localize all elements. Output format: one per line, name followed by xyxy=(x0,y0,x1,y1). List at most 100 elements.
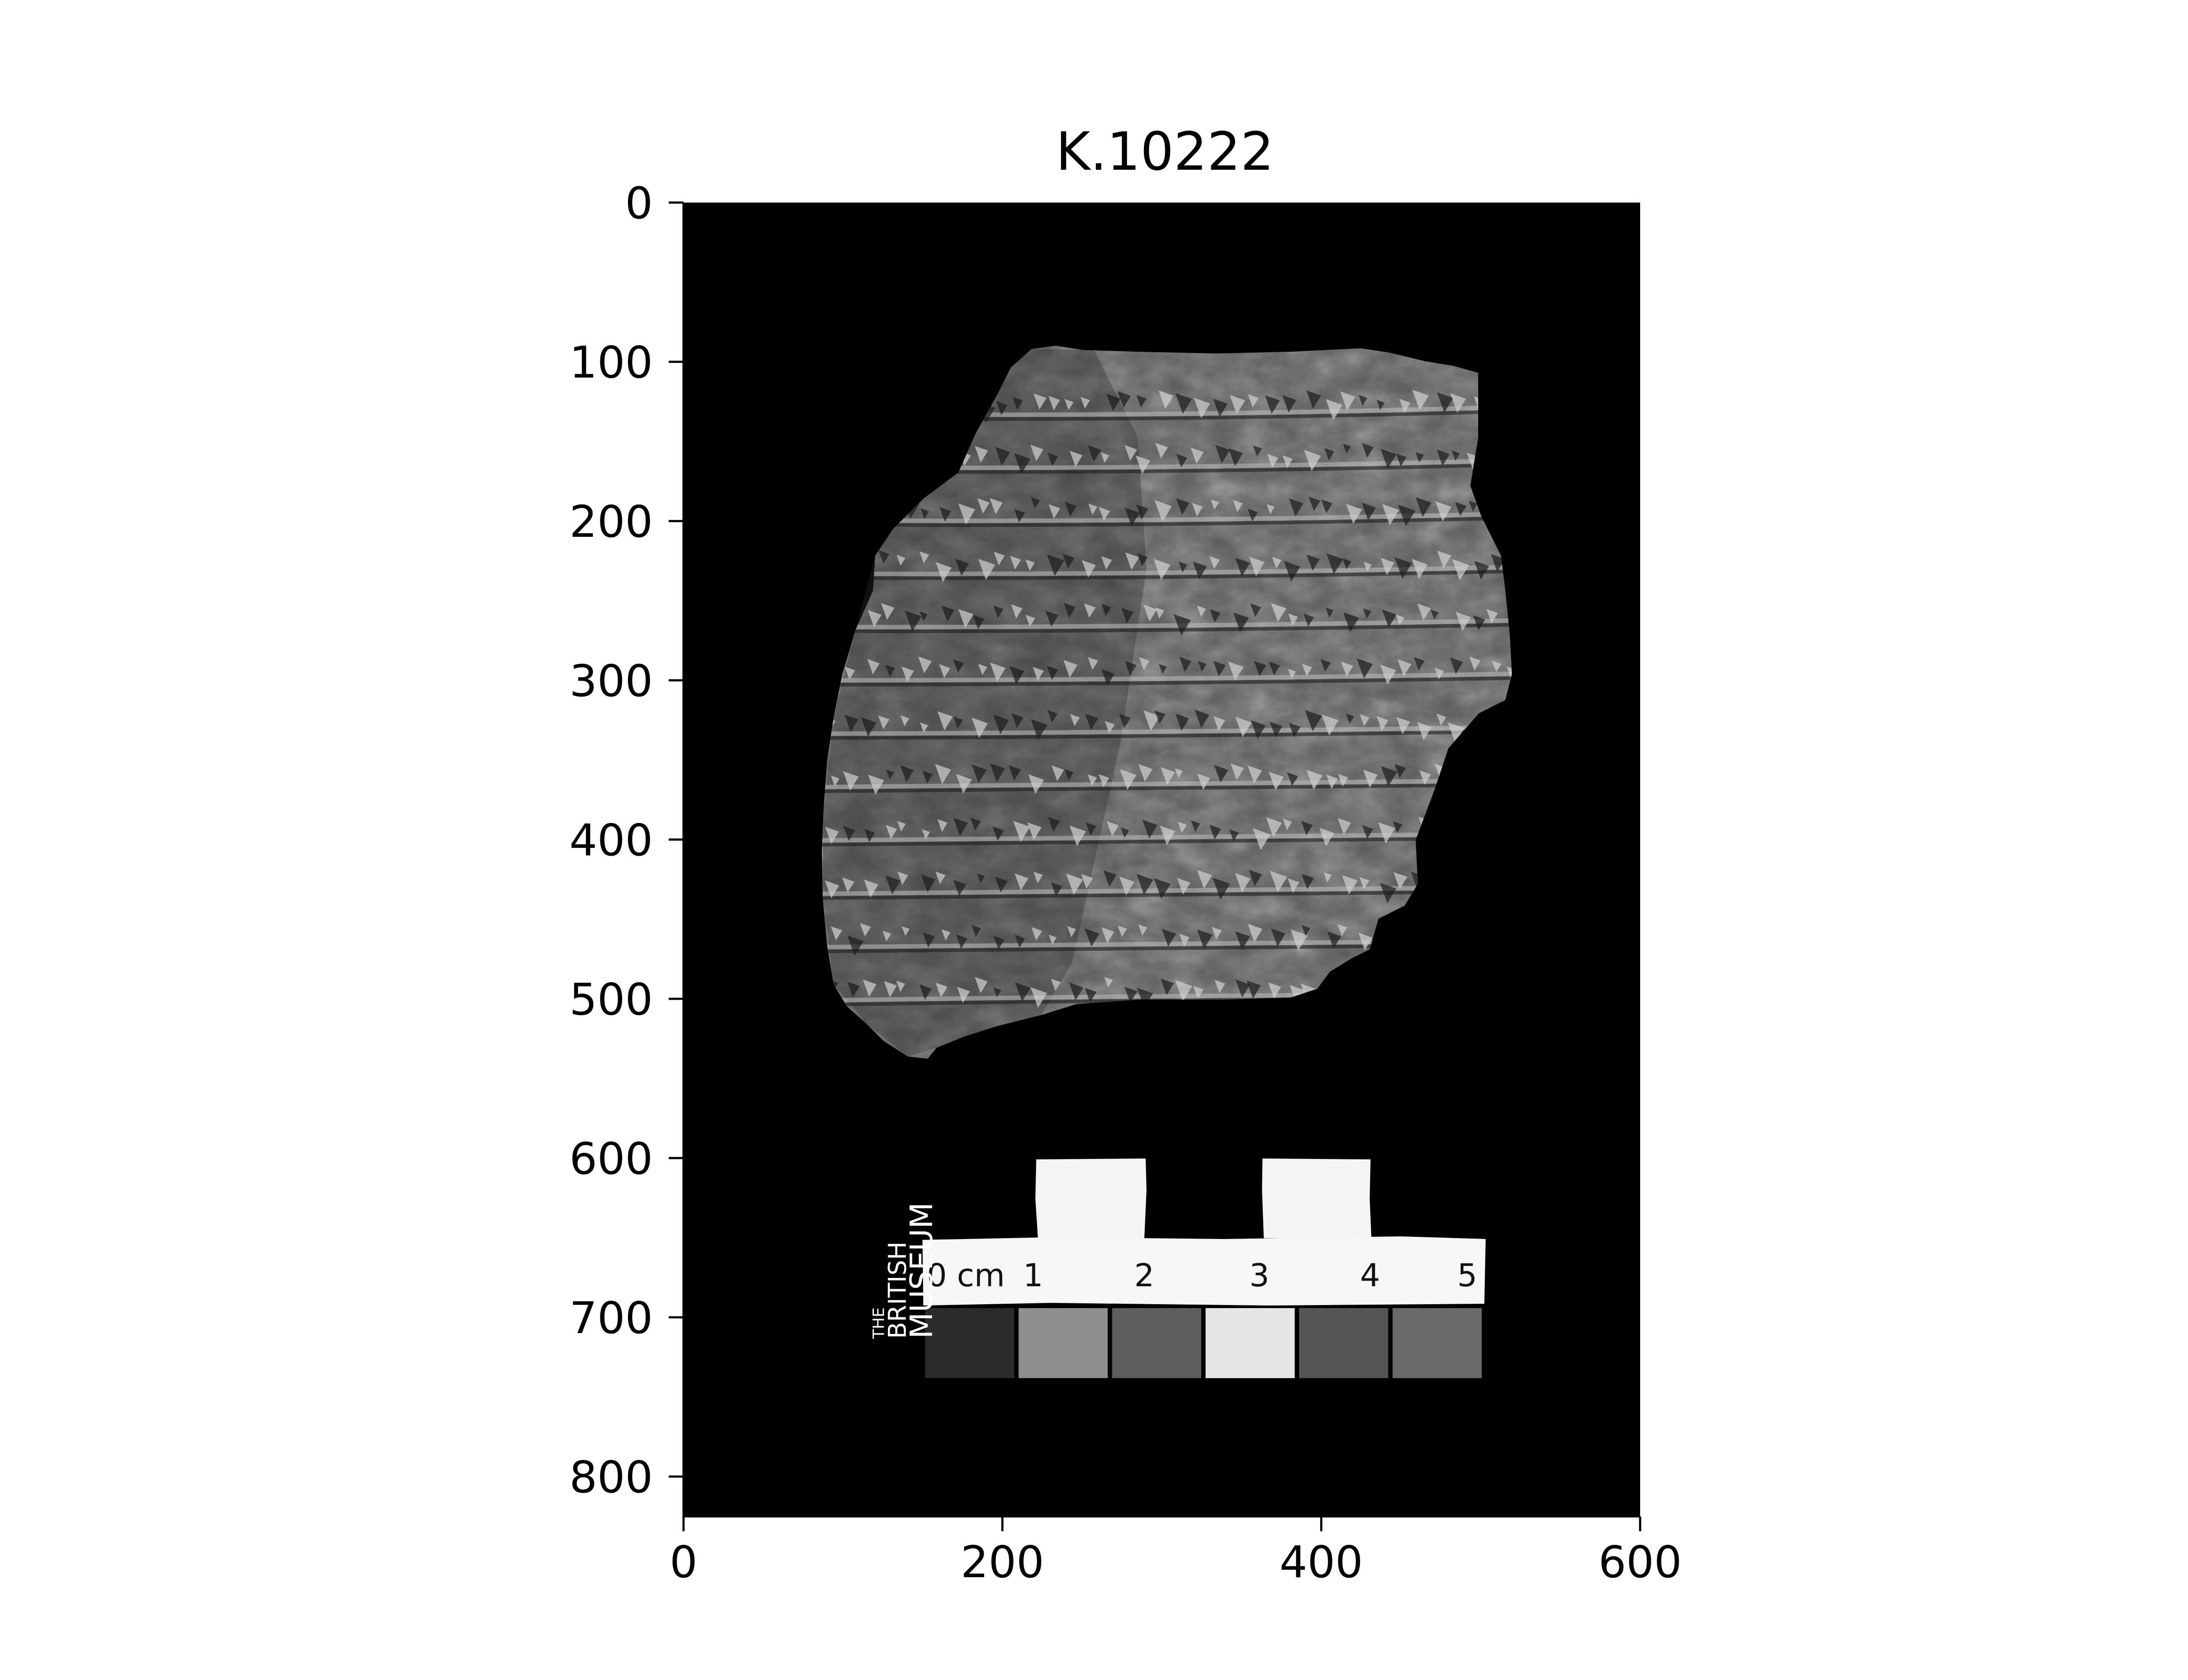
cuneiform-wedge xyxy=(1033,872,1043,884)
cuneiform-wedge xyxy=(1213,716,1225,731)
cuneiform-wedge xyxy=(1450,657,1463,674)
cuneiform-wedge xyxy=(1301,874,1314,889)
cuneiform-wedge xyxy=(1228,448,1243,466)
cuneiform-wedge xyxy=(1009,666,1024,685)
cuneiform-wedge xyxy=(935,872,946,885)
cuneiform-wedge xyxy=(1177,878,1191,895)
cuneiform-wedge xyxy=(1346,713,1354,724)
cuneiform-wedge xyxy=(1154,878,1171,899)
ruling-line xyxy=(822,885,1512,896)
cuneiform-wedge xyxy=(1080,397,1090,409)
cuneiform-wedge xyxy=(1322,714,1339,736)
cuneiform-wedge xyxy=(1030,444,1044,461)
ruling-line xyxy=(822,672,1512,682)
cuneiform-wedge xyxy=(1179,933,1190,947)
cuneiform-wedge xyxy=(1269,771,1284,791)
cuneiform-wedge xyxy=(1069,825,1086,846)
cuneiform-wedge xyxy=(1087,657,1098,670)
cuneiform-wedge xyxy=(936,562,952,582)
cuneiform-wedge xyxy=(1065,501,1077,517)
cuneiform-wedge xyxy=(1087,445,1101,462)
cuneiform-wedge xyxy=(1154,710,1166,724)
cuneiform-wedge xyxy=(1235,717,1252,738)
cuneiform-wedge xyxy=(1287,878,1300,893)
cuneiform-wedge xyxy=(1380,882,1396,903)
cuneiform-wedge xyxy=(978,559,996,580)
cuneiform-wedge xyxy=(1143,605,1157,622)
cuneiform-wedge xyxy=(1469,500,1478,512)
cuneiform-wedge xyxy=(825,826,839,844)
cuneiform-wedge xyxy=(1047,452,1059,466)
x-tick-label: 0 xyxy=(670,1536,698,1588)
cuneiform-wedge xyxy=(1434,668,1444,680)
cuneiform-wedge xyxy=(1287,772,1298,786)
cuneiform-wedge xyxy=(956,934,968,949)
cuneiform-wedge xyxy=(1342,558,1351,570)
cuneiform-wedge xyxy=(1474,560,1489,580)
cuneiform-wedge xyxy=(1063,660,1078,678)
cuneiform-wedge xyxy=(1492,661,1501,672)
cuneiform-wedge xyxy=(1269,871,1287,892)
cuneiform-wedge xyxy=(1301,925,1311,936)
cuneiform-wedge xyxy=(1268,982,1281,999)
cuneiform-wedge xyxy=(1382,609,1397,628)
cuneiform-wedge xyxy=(1033,667,1044,681)
cuneiform-wedge xyxy=(1248,870,1262,886)
cuneiform-wedge xyxy=(1197,606,1206,617)
cuneiform-wedge xyxy=(1486,609,1498,623)
cuneiform-wedge xyxy=(1120,769,1137,790)
cuneiform-wedge xyxy=(1069,982,1083,1001)
scale-swatch xyxy=(1392,1308,1482,1378)
cuneiform-wedge xyxy=(1343,612,1359,632)
cuneiform-wedge xyxy=(896,555,905,566)
cuneiform-wedge xyxy=(1121,827,1129,838)
clay-tablet xyxy=(822,346,1512,1059)
cuneiform-wedge xyxy=(1048,396,1060,410)
cuneiform-wedge xyxy=(1249,556,1265,576)
cuneiform-wedge xyxy=(1118,925,1127,937)
cuneiform-wedge xyxy=(1194,710,1210,728)
cuneiform-wedge xyxy=(935,982,948,998)
cuneiform-wedge xyxy=(1253,445,1262,457)
cuneiform-wedge xyxy=(831,775,840,787)
cuneiform-wedge xyxy=(993,605,1004,619)
cuneiform-wedge xyxy=(1228,661,1244,681)
cuneiform-wedge xyxy=(1103,870,1117,887)
cuneiform-wedge xyxy=(1282,455,1293,468)
cuneiform-wedge xyxy=(1137,987,1153,1008)
cuneiform-wedge xyxy=(1154,559,1171,580)
cuneiform-wedge xyxy=(1382,504,1399,525)
cuneiform-wedge xyxy=(1412,559,1428,579)
cuneiform-wedge xyxy=(1012,397,1023,410)
cuneiform-wedge xyxy=(1289,722,1301,738)
cuneiform-wedge xyxy=(1179,657,1192,672)
cuneiform-wedge xyxy=(918,656,932,674)
cuneiform-wedge xyxy=(1303,613,1314,627)
cuneiform-wedge xyxy=(1051,978,1061,991)
cuneiform-wedge xyxy=(861,717,877,737)
cuneiform-wedge xyxy=(1048,817,1060,832)
cuneiform-wedge xyxy=(1341,662,1353,677)
cuneiform-wedge xyxy=(881,603,895,620)
cuneiform-wedge xyxy=(885,665,895,677)
cuneiform-wedge xyxy=(1327,931,1341,949)
cuneiform-wedge xyxy=(1266,817,1282,837)
ruling-line xyxy=(822,511,1512,523)
scale-top-block-1 xyxy=(1035,1158,1147,1239)
cuneiform-wedge xyxy=(1308,497,1321,511)
cuneiform-wedge xyxy=(885,875,901,895)
cuneiform-wedge xyxy=(1413,657,1425,671)
cuneiform-wedge xyxy=(1265,395,1280,414)
cuneiform-wedge xyxy=(1431,609,1439,620)
cuneiform-wedge xyxy=(1361,443,1374,458)
cuneiform-wedge xyxy=(993,551,1005,566)
cuneiform-wedge xyxy=(1101,556,1112,570)
cuneiform-wedge xyxy=(993,714,1009,735)
cuneiform-wedge xyxy=(897,821,906,832)
cuneiform-wedge xyxy=(970,817,981,831)
cuneiform-wedge xyxy=(1376,716,1389,731)
cuneiform-wedge xyxy=(1178,561,1188,573)
cuneiform-wedge xyxy=(973,615,985,630)
cuneiform-wedge xyxy=(1396,453,1407,467)
cuneiform-wedge xyxy=(1455,612,1471,631)
